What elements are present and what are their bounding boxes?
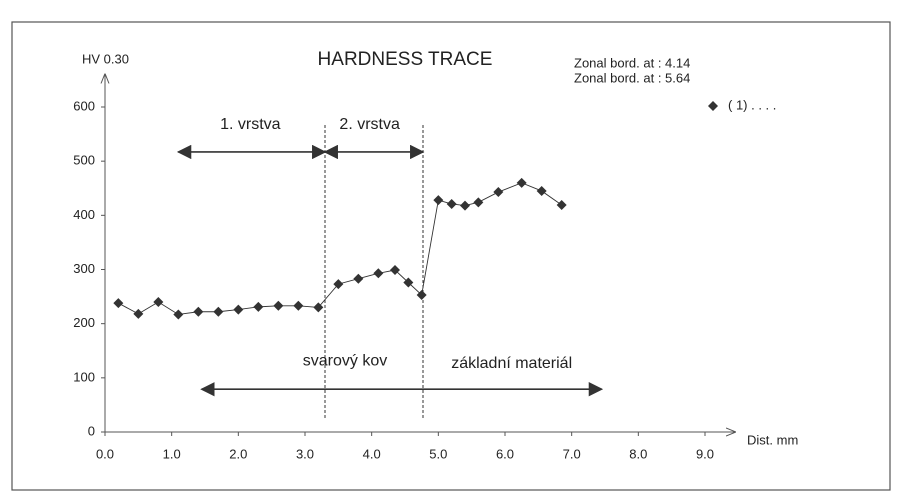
data-point: [273, 300, 284, 311]
data-point: [403, 277, 414, 288]
data-point: [556, 200, 567, 211]
data-point: [333, 279, 344, 290]
data-point: [473, 197, 484, 208]
y-tick-label: 400: [73, 207, 95, 222]
data-point: [433, 195, 444, 206]
x-tick-label: 0.0: [96, 446, 114, 461]
data-point: [353, 273, 364, 284]
data-point: [446, 198, 457, 209]
chart-title: HARDNESS TRACE: [318, 49, 493, 70]
frame: [11, 21, 891, 491]
annotation: 2. vrstva: [339, 116, 400, 133]
data-point: [153, 297, 164, 307]
x-tick-label: 2.0: [229, 446, 247, 461]
series-line: [118, 182, 562, 315]
x-tick-label: 4.0: [363, 446, 381, 461]
x-tick-label: 1.0: [163, 446, 181, 461]
data-point: [493, 187, 504, 198]
annotation: 1. vrstva: [220, 116, 281, 133]
legend-marker: [708, 101, 718, 111]
data-point: [253, 301, 264, 312]
x-tick-label: 3.0: [296, 446, 314, 461]
note: Zonal bord. at : 5.64: [574, 70, 690, 85]
x-axis-label: Dist. mm: [747, 432, 798, 447]
x-tick-label: 7.0: [563, 446, 581, 461]
data-point: [416, 289, 427, 300]
data-point: [536, 185, 547, 196]
data-point: [213, 306, 224, 317]
annotation: svarový kov: [303, 352, 387, 369]
y-axis-label: HV 0.30: [82, 51, 129, 66]
data-point: [133, 308, 144, 319]
data-point: [460, 200, 470, 211]
data-point: [113, 298, 124, 309]
note: Zonal bord. at : 4.14: [574, 55, 690, 70]
y-tick-label: 300: [73, 261, 95, 276]
y-tick-label: 200: [73, 315, 95, 330]
x-tick-label: 9.0: [696, 446, 714, 461]
data-point: [373, 268, 384, 279]
data-point: [233, 304, 244, 315]
data-point: [173, 309, 184, 320]
x-tick-label: 6.0: [496, 446, 514, 461]
y-tick-label: 600: [73, 98, 95, 113]
y-tick-label: 0: [88, 423, 95, 438]
y-tick-label: 500: [73, 153, 95, 168]
data-point: [390, 265, 400, 276]
data-point: [516, 177, 527, 188]
y-tick-label: 100: [73, 369, 95, 384]
data-point: [193, 306, 204, 317]
data-point: [313, 302, 324, 313]
legend-label: ( 1) . . . .: [728, 97, 776, 112]
x-tick-label: 8.0: [629, 446, 647, 461]
data-point: [293, 300, 304, 311]
annotation: základní materiál: [451, 355, 572, 372]
x-tick-label: 5.0: [429, 446, 447, 461]
